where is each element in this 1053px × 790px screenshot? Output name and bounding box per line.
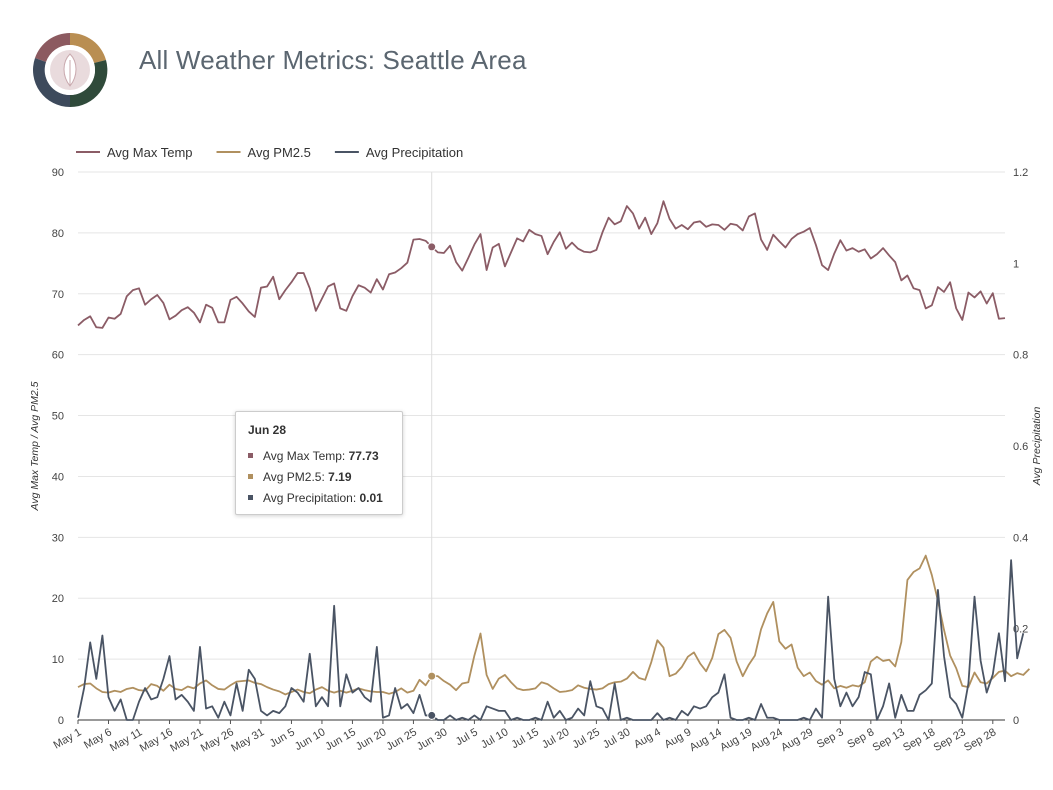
x-tick-label: Sep 18 [901, 726, 937, 754]
series-line-avg-precipitation [77, 559, 1025, 721]
line-chart: 0 10 20 30 40 50 60 70 80 90 0 0.2 0.4 0.6 0.8 1 1.2 Avg … [29, 145, 1043, 755]
tooltip-precip-label: Avg Precipitation: [263, 491, 360, 505]
tooltip-temp-swatch [248, 453, 253, 459]
y-right-axis-title: Avg Precipitation [1031, 407, 1043, 487]
series-line-avg-pm2-5 [77, 554, 1031, 696]
x-tick-label: Aug 24 [749, 726, 785, 754]
tooltip-pm25-value: 7.19 [328, 470, 352, 484]
tooltip-precip-value: 0.01 [359, 491, 383, 505]
x-tick-label: Jun 20 [354, 726, 389, 753]
x-tick-label: Jun 10 [293, 726, 328, 753]
tooltip-temp-value: 77.73 [348, 449, 379, 463]
x-tick-label: May 16 [138, 726, 175, 754]
tooltip-row-temp: Avg Max Temp: 77.73 [248, 448, 379, 464]
x-tick-label: Aug 29 [779, 726, 815, 754]
y-left-tick-label: 10 [52, 654, 64, 666]
y-right-tick-label: 1 [1013, 258, 1019, 270]
tooltip-pm25-swatch [248, 474, 253, 480]
y-left-tick-label: 30 [52, 532, 64, 544]
x-tick-label: Jul 25 [570, 726, 601, 751]
y-left-tick-label: 0 [58, 715, 64, 727]
y-right-tick-label: 0.4 [1013, 532, 1028, 544]
y-right-tick-label: 0.8 [1013, 350, 1028, 362]
x-tick-label: Jun 5 [268, 726, 297, 750]
hover-point-avg-max-temp [427, 242, 437, 252]
tooltip-precip-swatch [248, 495, 253, 501]
y-right-tick-label: 0 [1013, 715, 1019, 727]
tooltip-row-precip: Avg Precipitation: 0.01 [248, 490, 383, 506]
x-tick-label: Jul 10 [479, 726, 510, 751]
y-left-axis-title: Avg Max Temp / Avg PM2.5 [29, 381, 41, 511]
x-tick-label: Sep 23 [932, 726, 968, 754]
page-header: All Weather Metrics: Seattle Area [0, 0, 1053, 130]
y-right-tick-label: 0.6 [1013, 441, 1028, 453]
y-left-tick-label: 90 [52, 167, 64, 179]
y-left-tick-label: 60 [52, 350, 64, 362]
x-tick-label: May 11 [108, 726, 145, 754]
x-tick-label: Jul 5 [454, 726, 480, 748]
tooltip-pm25-label: Avg PM2.5: [263, 470, 329, 484]
x-tick-label: Jul 30 [601, 726, 632, 751]
tooltip-row-pm25: Avg PM2.5: 7.19 [248, 469, 352, 485]
chart-container: 0 10 20 30 40 50 60 70 80 90 0 0.2 0.4 0.6 0.8 1 1.2 Avg … [0, 130, 1053, 790]
x-tick-label: Jun 25 [384, 726, 419, 753]
x-tick-label: Jun 15 [323, 726, 358, 753]
legend-label-avg-max-temp: Avg Max Temp [107, 145, 193, 160]
x-tick-label: Sep 3 [815, 726, 846, 751]
x-tick-label: May 31 [229, 726, 266, 754]
x-tick-label: Aug 19 [718, 726, 754, 754]
page-title: All Weather Metrics: Seattle Area [139, 45, 527, 75]
series-line-avg-max-temp [77, 200, 1006, 329]
logo-icon [33, 32, 108, 108]
x-tick-label: Jul 20 [540, 726, 571, 751]
chart-tooltip: Jun 28 Avg Max Temp: 77.73 Avg PM2.5: 7.… [235, 411, 403, 515]
x-tick-label: Aug 14 [688, 726, 724, 754]
y-left-tick-label: 80 [52, 228, 64, 240]
y-left-tick-label: 20 [52, 593, 64, 605]
x-tick-label: May 21 [168, 726, 205, 754]
x-tick-label: Aug 4 [632, 726, 663, 751]
hover-point-avg-precipitation [427, 710, 437, 720]
y-left-tick-label: 70 [52, 289, 64, 301]
x-tick-label: Sep 13 [871, 726, 907, 754]
x-tick-label: Jul 15 [509, 726, 540, 751]
x-tick-label: Jun 30 [415, 726, 450, 753]
x-tick-label: May 26 [199, 726, 236, 754]
hover-point-avg-pm2-5 [427, 671, 437, 681]
y-left-tick-label: 50 [52, 411, 64, 423]
legend-label-avg-pm2-5: Avg PM2.5 [248, 145, 311, 160]
y-left-tick-label: 40 [52, 471, 64, 483]
legend-label-avg-precipitation: Avg Precipitation [366, 145, 463, 160]
x-tick-label: May 1 [52, 726, 84, 751]
x-tick-label: Sep 28 [962, 726, 998, 754]
tooltip-temp-label: Avg Max Temp: [263, 449, 349, 463]
y-right-tick-label: 1.2 [1013, 167, 1028, 179]
y-right-tick-label: 0.2 [1013, 624, 1028, 636]
tooltip-date: Jun 28 [248, 423, 287, 437]
